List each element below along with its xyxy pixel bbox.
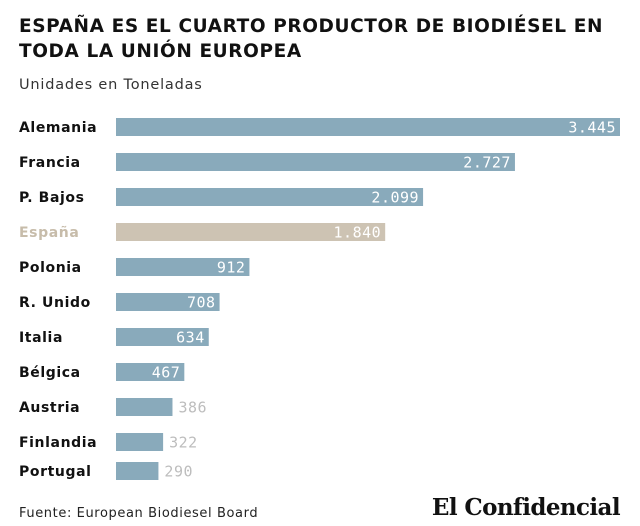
category-label-polonia: Polonia	[19, 260, 82, 276]
value-label-austria: 386	[178, 399, 207, 417]
value-label-finlandia: 322	[169, 434, 198, 452]
chart-subtitle: Unidades en Toneladas	[19, 77, 203, 93]
category-label-finlandia: Finlandia	[19, 435, 97, 451]
bar-alemania	[116, 118, 620, 136]
bar-austria	[116, 398, 173, 416]
category-label-italia: Italia	[19, 330, 63, 346]
category-label-r-unido: R. Unido	[19, 295, 91, 311]
category-label-austria: Austria	[19, 400, 80, 416]
brand-logo: El Confidencial	[431, 494, 621, 521]
source-note: Fuente: European Biodiesel Board	[19, 506, 259, 521]
value-label-r-unido: 708	[187, 294, 216, 312]
bar-belgica	[116, 363, 185, 381]
chart-title: ESPAÑA ES EL CUARTO PRODUCTOR DE BIODIÉS…	[19, 16, 604, 62]
value-label-p-bajos: 2.099	[371, 189, 419, 207]
bar-italia	[116, 328, 209, 346]
category-label-espana: España	[19, 225, 79, 241]
bar-finlandia	[116, 433, 164, 451]
value-label-italia: 634	[176, 329, 205, 347]
bar-p-bajos	[116, 188, 424, 206]
value-label-polonia: 912	[217, 259, 246, 277]
value-label-alemania: 3.445	[568, 119, 616, 137]
value-label-belgica: 467	[152, 364, 181, 382]
category-label-portugal: Portugal	[19, 464, 92, 480]
value-label-espana: 1.840	[334, 224, 382, 242]
bar-portugal	[116, 462, 159, 480]
bar-r-unido	[116, 293, 220, 311]
bar-francia	[116, 153, 515, 171]
category-label-belgica: Bélgica	[19, 365, 81, 381]
category-label-alemania: Alemania	[19, 120, 97, 136]
value-label-portugal: 290	[164, 463, 193, 481]
bar-polonia	[116, 258, 250, 276]
category-label-p-bajos: P. Bajos	[19, 190, 85, 206]
bar-espana	[116, 223, 386, 241]
category-label-francia: Francia	[19, 155, 81, 171]
value-label-francia: 2.727	[463, 154, 511, 172]
